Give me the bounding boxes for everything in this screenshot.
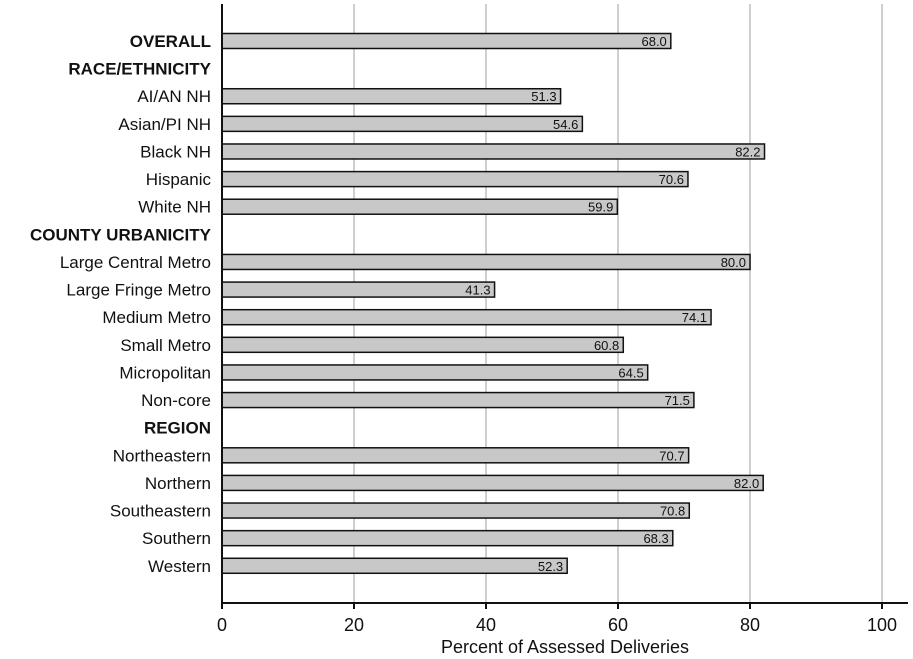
x-tick-label: 20 (344, 615, 364, 635)
x-tick-label: 0 (217, 615, 227, 635)
data-label: 59.9 (588, 200, 613, 215)
data-label: 82.0 (734, 476, 759, 491)
category-label: Micropolitan (119, 363, 211, 382)
category-label: Large Central Metro (60, 253, 211, 272)
data-label: 80.0 (721, 255, 746, 270)
category-labels: OVERALL RACE/ETHNICITY AI/AN NH Asian/PI NH… (30, 32, 212, 576)
section-header-label: OVERALL (130, 32, 211, 51)
x-tick-label: 80 (740, 615, 760, 635)
x-tick-label: 60 (608, 615, 628, 635)
bar (221, 308, 712, 326)
bar (221, 336, 625, 354)
category-label: Southeastern (110, 502, 211, 521)
x-axis-title: Percent of Assessed Deliveries (441, 637, 689, 657)
bar (221, 474, 764, 492)
category-label: Black NH (140, 142, 211, 161)
bar (221, 557, 568, 575)
data-label: 51.3 (531, 89, 556, 104)
bar (221, 364, 649, 381)
bar (221, 281, 496, 298)
data-label: 52.3 (538, 559, 563, 574)
axes (221, 4, 908, 604)
section-header-label: RACE/ETHNICITY (68, 60, 211, 79)
category-label: White NH (138, 198, 211, 217)
bar (221, 253, 751, 271)
data-label: 74.1 (682, 310, 707, 325)
data-label: 68.0 (641, 34, 666, 49)
category-label: Southern (142, 529, 211, 548)
x-tick-label: 100 (867, 615, 897, 635)
category-label: AI/AN NH (137, 87, 211, 106)
bar (221, 32, 672, 50)
category-label: Medium Metro (102, 308, 211, 327)
data-label: 70.7 (659, 448, 684, 463)
bars: 68.0 51.3 54.6 82.2 70.6 59.9 80.0 41.3 74.1 60.8… (221, 32, 766, 575)
data-label: 68.3 (643, 531, 668, 546)
x-axis-ticks: 0 20 40 60 80 100 (217, 603, 897, 635)
data-label: 82.2 (735, 144, 760, 159)
bar (221, 170, 689, 188)
section-header-label: COUNTY URBANICITY (30, 225, 212, 244)
category-label: Small Metro (120, 336, 211, 355)
data-label: 64.5 (618, 365, 643, 380)
category-label: Northeastern (113, 446, 211, 465)
bar (221, 87, 562, 105)
category-label: Asian/PI NH (118, 115, 211, 134)
data-label: 70.8 (660, 504, 685, 519)
category-label: Northern (145, 474, 211, 493)
bar (221, 198, 619, 215)
bar (221, 391, 695, 409)
data-label: 70.6 (659, 172, 684, 187)
data-label: 54.6 (553, 117, 578, 132)
x-tick-label: 40 (476, 615, 496, 635)
bar (221, 143, 766, 160)
data-label: 71.5 (665, 393, 690, 408)
category-label: Non-core (141, 391, 211, 410)
bar (221, 529, 674, 547)
bar (221, 502, 691, 519)
bar (221, 447, 690, 464)
category-label: Western (148, 557, 211, 576)
data-label: 60.8 (594, 338, 619, 353)
section-header-label: REGION (144, 419, 211, 438)
category-label: Hispanic (146, 170, 212, 189)
bar (221, 115, 584, 133)
data-label: 41.3 (465, 283, 490, 298)
category-label: Large Fringe Metro (66, 281, 211, 300)
